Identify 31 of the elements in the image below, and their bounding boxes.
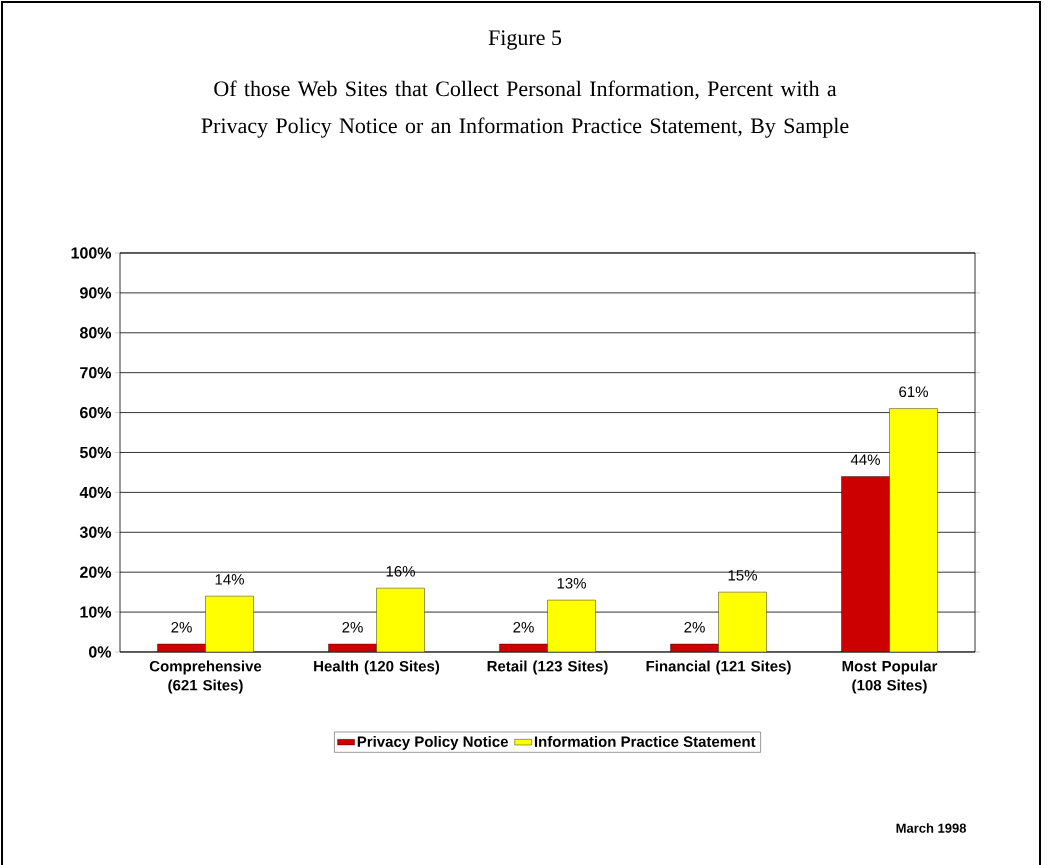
y-tick-label: 20% (80, 566, 112, 578)
data-label: 16% (386, 566, 415, 577)
data-label: 2% (342, 621, 363, 633)
y-tick-label: 50% (79, 446, 112, 459)
y-tick-label: 80% (79, 327, 112, 339)
y-tick-label: 0% (89, 646, 112, 658)
y-tick-label: 40% (79, 486, 112, 499)
y-tick-label: 100% (71, 247, 112, 259)
y-tick-label: 10% (80, 606, 112, 618)
y-tick-label: 70% (80, 367, 112, 379)
data-label: 44% (850, 454, 880, 465)
x-tick-label: Retail (123 Sites) (487, 660, 608, 675)
y-tick-label: 30% (79, 526, 112, 538)
data-label: 14% (215, 574, 244, 585)
data-label: 13% (557, 577, 586, 589)
x-tick-label: Health (120 Sites) (314, 660, 440, 675)
data-label: 2% (684, 621, 705, 633)
x-tick-label: Financial (121 Sites) (646, 660, 791, 675)
y-tick-label: 60% (80, 406, 112, 419)
x-tick-label: Comprehensive (621 Sites) (149, 660, 262, 694)
chart-title: Figure 5 (488, 30, 562, 50)
y-tick-label: 90% (80, 287, 112, 299)
data-label: 15% (728, 570, 757, 581)
x-tick-label: Most Popular (108 Sites) (842, 660, 938, 694)
chart-subtitle: Of those Web Sites that Collect Personal Information, Percent with a Privacy Policy Notice or an Information Practice Statement, By Sample (201, 80, 849, 138)
legend-label: Privacy Policy Notice (357, 735, 508, 750)
data-label: 2% (513, 621, 534, 633)
legend-label: Information Practice Statement (534, 735, 756, 747)
data-label: 2% (171, 621, 192, 633)
text: March 1998 (896, 823, 967, 833)
data-label: 61% (899, 386, 928, 398)
